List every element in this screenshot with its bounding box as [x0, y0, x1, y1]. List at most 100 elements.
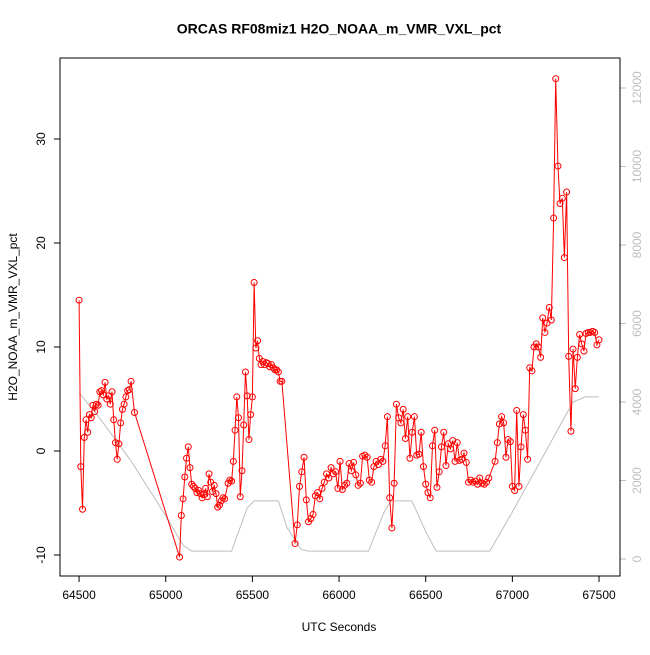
- point: [241, 368, 249, 376]
- y-tick-label: 0: [34, 447, 48, 454]
- point: [91, 407, 99, 415]
- point: [580, 347, 588, 355]
- point: [437, 443, 445, 451]
- point: [248, 393, 256, 401]
- point: [467, 476, 475, 484]
- point: [196, 490, 204, 498]
- point: [573, 353, 581, 361]
- point: [406, 454, 414, 462]
- point: [243, 392, 251, 400]
- point: [205, 470, 213, 478]
- point: [563, 188, 571, 196]
- point: [401, 435, 409, 443]
- point: [120, 400, 128, 408]
- point: [332, 468, 340, 476]
- point: [209, 488, 217, 496]
- point: [591, 328, 599, 336]
- point: [493, 439, 501, 447]
- point: [345, 459, 353, 467]
- point: [433, 483, 441, 491]
- point: [491, 457, 499, 465]
- point: [483, 478, 491, 486]
- point: [278, 377, 286, 385]
- point: [240, 421, 248, 429]
- point: [560, 254, 568, 262]
- point: [449, 437, 457, 445]
- x-tick-label: 64500: [62, 588, 96, 602]
- point: [228, 477, 236, 485]
- point: [519, 411, 527, 419]
- y2-tick-label: 0: [630, 555, 644, 562]
- point: [365, 476, 373, 484]
- point: [578, 340, 586, 348]
- point: [569, 345, 577, 353]
- point: [202, 484, 210, 492]
- point: [226, 476, 234, 484]
- point: [101, 378, 109, 386]
- point: [397, 419, 405, 427]
- point: [440, 428, 448, 436]
- point: [595, 336, 603, 344]
- y2-tick-label: 2000: [630, 467, 644, 494]
- point: [79, 505, 87, 513]
- point: [186, 464, 194, 472]
- point: [233, 393, 241, 401]
- point: [236, 493, 244, 501]
- point: [106, 400, 114, 408]
- chart-title: ORCAS RF08miz1 H2O_NOAA_m_VMR_VXL_pct: [177, 21, 502, 37]
- point: [115, 440, 123, 448]
- point: [231, 426, 239, 434]
- point: [247, 411, 255, 419]
- plot-frame: [59, 57, 621, 577]
- point: [316, 495, 324, 503]
- x-tick-label: 67500: [582, 588, 616, 602]
- point: [92, 400, 100, 408]
- point: [511, 487, 519, 495]
- point: [212, 490, 220, 498]
- point: [534, 343, 542, 351]
- point: [435, 468, 443, 476]
- point: [124, 387, 132, 395]
- y-tick-label: 10: [34, 340, 48, 354]
- point: [428, 442, 436, 450]
- y-tick-label: 20: [34, 236, 48, 250]
- x-tick-label: 67000: [496, 588, 530, 602]
- point: [541, 328, 549, 336]
- y2-tick-label: 4000: [630, 388, 644, 415]
- point: [273, 366, 281, 374]
- point: [500, 419, 508, 427]
- point: [539, 314, 547, 322]
- point: [291, 540, 299, 548]
- point: [269, 364, 277, 372]
- point: [363, 453, 371, 461]
- point: [383, 413, 391, 421]
- point: [318, 484, 326, 492]
- point: [219, 494, 227, 502]
- point: [453, 439, 461, 447]
- point: [274, 368, 282, 376]
- point: [105, 392, 113, 400]
- point: [399, 405, 407, 413]
- point: [302, 496, 310, 504]
- point: [191, 484, 199, 492]
- point: [460, 449, 468, 457]
- point: [200, 491, 208, 499]
- point: [451, 457, 459, 465]
- point: [99, 391, 107, 399]
- point: [307, 515, 315, 523]
- point: [110, 416, 118, 424]
- point: [193, 489, 201, 497]
- point: [576, 331, 584, 339]
- point: [485, 474, 493, 482]
- point: [89, 401, 97, 409]
- point: [506, 438, 514, 446]
- point: [343, 479, 351, 487]
- point: [498, 413, 506, 421]
- point: [235, 414, 243, 422]
- point: [515, 482, 523, 490]
- y2-tick-label: 6000: [630, 310, 644, 337]
- point: [524, 455, 532, 463]
- point: [415, 450, 423, 458]
